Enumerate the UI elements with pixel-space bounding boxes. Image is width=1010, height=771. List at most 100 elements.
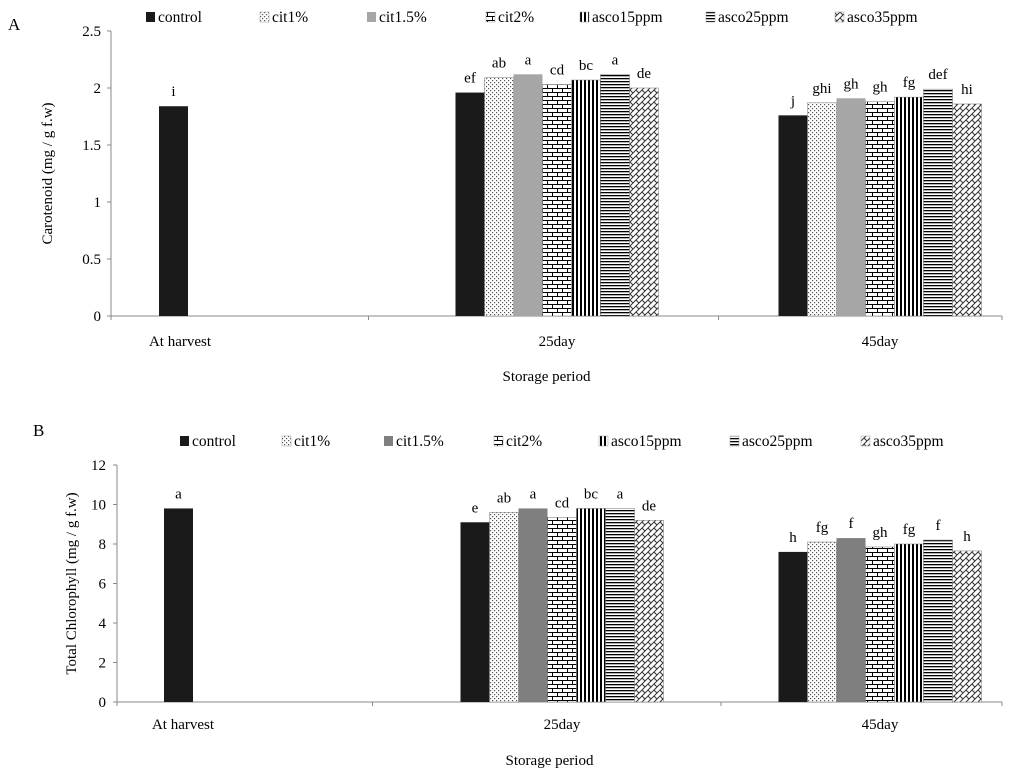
- legend-label-asco35ppm: asco35ppm: [847, 9, 918, 26]
- legend-swatch-asco25ppm: [705, 11, 716, 23]
- legend: control cit1% cit1.5% cit2% asco15ppm asco25p…: [180, 433, 944, 450]
- bar-asco35ppm-45day: [952, 550, 982, 703]
- bar-asco25ppm-45day: [923, 539, 953, 703]
- bar-asco15ppm-25day: [571, 79, 601, 317]
- legend-swatch-cit1-5: [367, 12, 376, 22]
- significance-letter: j: [790, 93, 795, 109]
- significance-letter: ab: [492, 56, 506, 72]
- significance-letter: bc: [584, 486, 599, 502]
- panel-label: A: [8, 15, 21, 34]
- legend-label-asco15ppm: asco15ppm: [592, 9, 663, 26]
- legend-label-control: control: [158, 9, 202, 26]
- significance-letter: gh: [873, 80, 889, 96]
- bar-cit2-45day: [865, 101, 895, 317]
- y-tick-label: 0: [94, 309, 102, 325]
- significance-letter: h: [789, 530, 797, 546]
- significance-letter: cd: [555, 495, 570, 511]
- bar-cit2-25day: [547, 517, 577, 703]
- significance-letter: de: [642, 498, 657, 514]
- bar-asco15ppm-45day: [894, 96, 924, 317]
- bar-asco25ppm-45day: [923, 88, 953, 317]
- significance-letter: a: [525, 52, 532, 68]
- significance-letter: bc: [579, 58, 594, 74]
- significance-letter: ab: [497, 490, 511, 506]
- significance-letter: e: [472, 500, 479, 516]
- legend: control cit1% cit1.5% cit2% asco15ppm asco25p…: [146, 9, 918, 26]
- y-tick-label: 0.5: [82, 252, 101, 268]
- y-tick-label: 8: [99, 537, 107, 553]
- bar-control-25day: [455, 92, 485, 316]
- significance-letter: a: [175, 486, 182, 502]
- bar-control-at-harvest: [159, 106, 188, 317]
- bar-cit1-45day: [807, 541, 837, 703]
- significance-letter: a: [617, 486, 624, 502]
- legend-label-cit1-5: cit1.5%: [379, 9, 427, 26]
- legend-label-cit2: cit2%: [506, 433, 542, 450]
- bar-asco25ppm-25day: [600, 74, 630, 317]
- y-tick-label: 2: [94, 81, 102, 97]
- legend-swatch-cit1-5: [384, 436, 393, 446]
- bar-asco25ppm-25day: [605, 508, 635, 703]
- bar-asco15ppm-45day: [894, 543, 924, 703]
- legend-swatch-asco15ppm: [579, 11, 590, 23]
- x-category-label: At harvest: [149, 334, 212, 350]
- panel-label: B: [33, 421, 44, 440]
- y-tick-label: 2.5: [82, 24, 101, 40]
- bar-asco35ppm-45day: [952, 103, 982, 317]
- y-tick-label: 12: [91, 458, 106, 474]
- x-category-label: 25day: [544, 717, 581, 733]
- y-axis-title: Carotenoid (mg / g f.w): [40, 102, 56, 244]
- bar-asco15ppm-25day: [576, 508, 606, 703]
- y-tick-label: 2: [99, 656, 107, 672]
- legend-label-asco35ppm: asco35ppm: [873, 433, 944, 450]
- legend-swatch-cit2: [485, 11, 496, 23]
- bar-cit1-5-45day: [836, 538, 866, 702]
- bar-cit1-45day: [807, 102, 837, 317]
- legend-swatch-cit1: [259, 11, 270, 23]
- legend-swatch-asco35ppm: [860, 435, 871, 447]
- legend-label-asco15ppm: asco15ppm: [611, 433, 682, 450]
- y-tick-label: 4: [99, 616, 107, 632]
- significance-letter: cd: [550, 63, 565, 79]
- legend-label-cit1: cit1%: [294, 433, 330, 450]
- legend-swatch-cit1: [281, 435, 292, 447]
- x-category-label: 45day: [862, 717, 899, 733]
- y-tick-label: 1: [94, 195, 102, 211]
- legend-label-asco25ppm: asco25ppm: [718, 9, 789, 26]
- bar-control-45day: [778, 115, 808, 316]
- legend-label-asco25ppm: asco25ppm: [742, 433, 813, 450]
- legend-swatch-asco15ppm: [598, 435, 609, 447]
- bar-cit1-25day: [484, 77, 514, 317]
- bar-control-25day: [460, 522, 490, 702]
- legend-label-cit2: cit2%: [498, 9, 534, 26]
- x-category-label: 25day: [539, 334, 576, 350]
- legend-swatch-cit2: [493, 435, 504, 447]
- significance-letter: de: [637, 66, 652, 82]
- significance-letter: def: [928, 67, 947, 83]
- significance-letter: ghi: [812, 81, 831, 97]
- legend-label-cit1-5: cit1.5%: [396, 433, 444, 450]
- y-tick-label: 1.5: [82, 138, 101, 154]
- significance-letter: fg: [816, 520, 829, 536]
- x-axis-title: Storage period: [503, 369, 591, 385]
- bar-cit1-5-25day: [513, 74, 543, 316]
- y-axis-title: Total Chlorophyll (mg / g f.w): [64, 492, 80, 674]
- x-category-label: At harvest: [152, 717, 215, 733]
- x-category-label: 45day: [862, 334, 899, 350]
- significance-letter: hi: [961, 82, 973, 98]
- significance-letter: a: [530, 486, 537, 502]
- y-tick-label: 10: [91, 498, 106, 514]
- bar-cit2-25day: [542, 84, 572, 317]
- significance-letter: fg: [903, 522, 916, 538]
- x-axis-title: Storage period: [506, 753, 594, 769]
- significance-letter: h: [963, 529, 971, 545]
- legend-swatch-asco25ppm: [729, 435, 740, 447]
- bar-cit2-45day: [865, 546, 895, 703]
- significance-letter: gh: [844, 76, 860, 92]
- bar-cit1-25day: [489, 512, 519, 703]
- bar-control-45day: [778, 551, 808, 702]
- significance-letter: a: [612, 52, 619, 68]
